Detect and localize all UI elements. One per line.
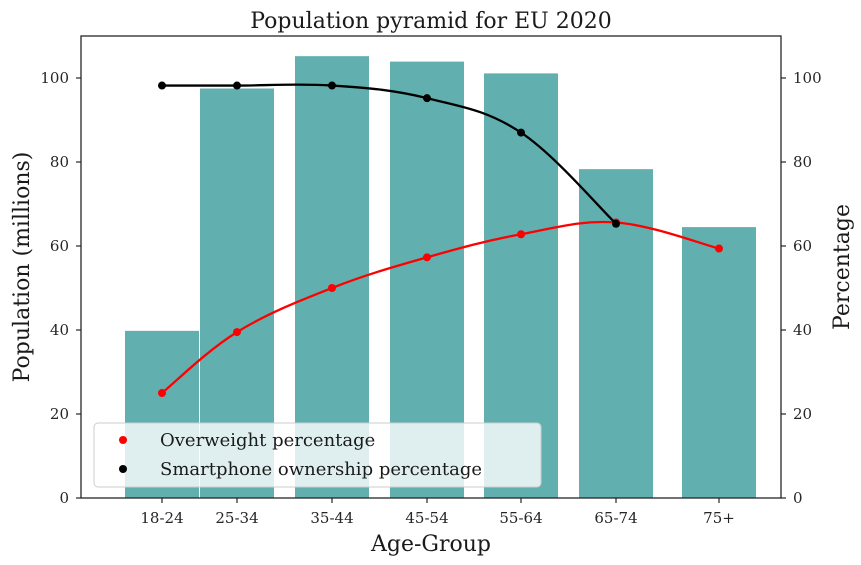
x-tick-label: 18-24 <box>140 509 183 527</box>
y2-tick-label: 80 <box>793 153 812 171</box>
point-series-1-25-34 <box>233 81 241 90</box>
y2-tick-label: 20 <box>793 405 812 423</box>
y-tick-label: 60 <box>50 237 69 255</box>
y2-tick-label: 100 <box>793 69 822 87</box>
y-tick-label: 0 <box>59 489 69 507</box>
point-series-0-55-64 <box>517 230 525 239</box>
point-series-0-25-34 <box>233 328 241 337</box>
point-series-0-45-54 <box>423 253 431 262</box>
axes-layer: 18-24 25-34 35-44 45-54 55-64 65-74 75+ 0 20 40 60… <box>40 69 821 527</box>
plot-frame <box>80 35 782 499</box>
y-axis-title: Population (millions) <box>10 152 35 383</box>
legend-marker <box>119 436 127 444</box>
y-tick-label: 100 <box>40 69 69 87</box>
legend-marker <box>119 465 127 473</box>
y2-axis-title: Percentage <box>830 204 855 330</box>
x-tick-label: 45-54 <box>405 509 448 527</box>
point-series-0-18-24 <box>158 389 166 397</box>
legend: Overweight percentage Smartphone ownershi… <box>93 422 542 488</box>
y2-tick-label: 0 <box>793 489 803 507</box>
legend-label: Smartphone ownership percentage <box>160 459 482 480</box>
lines-layer <box>158 81 723 397</box>
point-series-1-35-44 <box>328 81 336 90</box>
point-series-0-75+ <box>715 244 723 253</box>
point-series-1-65-74 <box>612 219 620 228</box>
x-tick-label: 65-74 <box>594 509 637 527</box>
x-axis-title: Age-Group <box>370 532 491 557</box>
x-tick-label: 55-64 <box>499 509 542 527</box>
point-series-1-55-64 <box>517 128 525 137</box>
x-tick-label: 35-44 <box>310 509 353 527</box>
y-tick-label: 20 <box>50 405 69 423</box>
legend-label: Overweight percentage <box>160 430 375 451</box>
bar-75+ <box>682 227 756 498</box>
legend-box <box>93 422 542 488</box>
point-series-1-45-54 <box>423 94 431 103</box>
y2-tick-label: 40 <box>793 321 812 339</box>
chart-title: Population pyramid for EU 2020 <box>250 9 611 34</box>
y2-tick-label: 60 <box>793 237 812 255</box>
point-series-1-18-24 <box>158 81 166 90</box>
y-tick-label: 40 <box>50 321 69 339</box>
x-tick-label: 75+ <box>703 509 735 527</box>
y-tick-label: 80 <box>50 153 69 171</box>
bar-65-74 <box>579 169 653 498</box>
point-series-0-35-44 <box>328 284 336 292</box>
x-tick-label: 25-34 <box>215 509 258 527</box>
